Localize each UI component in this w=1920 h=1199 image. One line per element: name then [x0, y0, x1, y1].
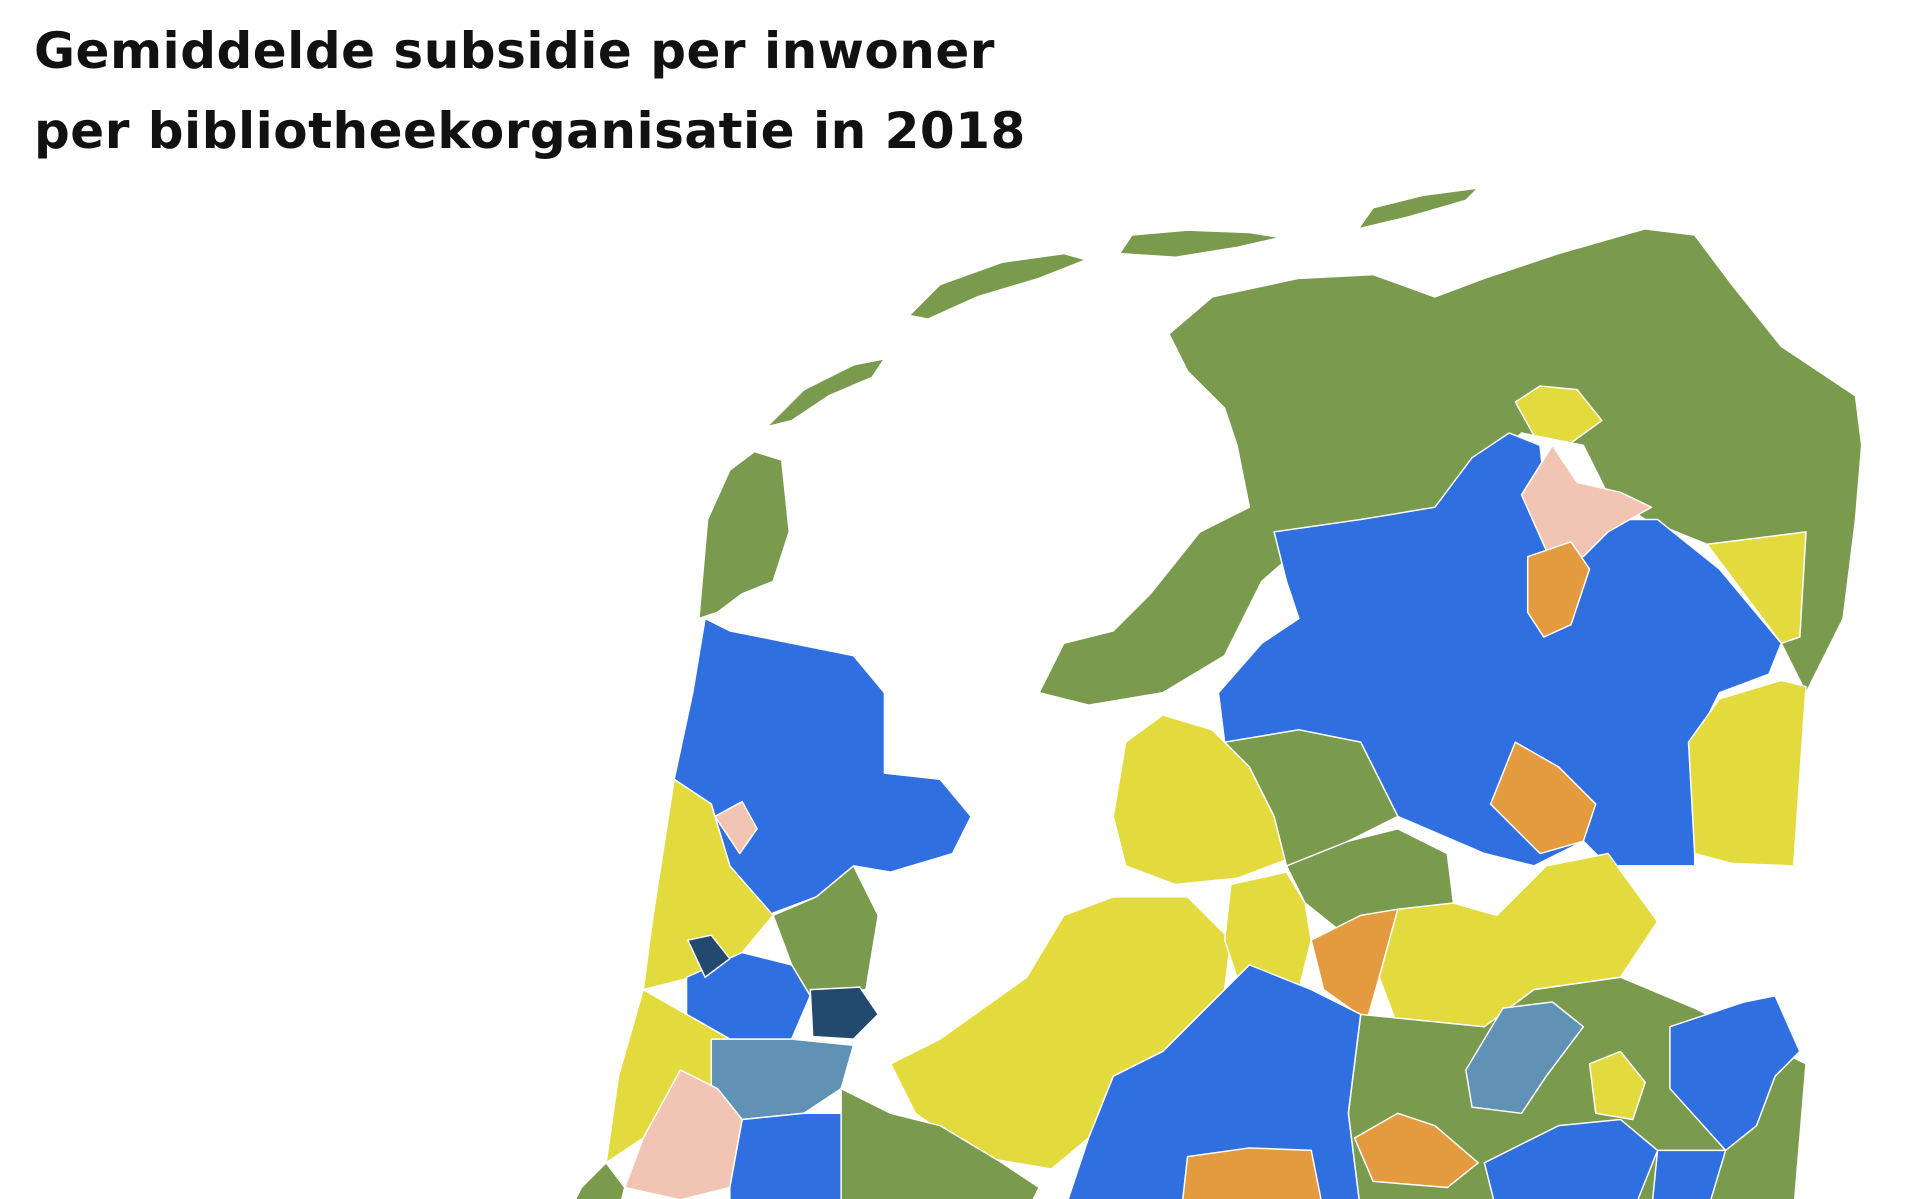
region: [1489, 741, 1597, 855]
island: [908, 252, 1087, 320]
region: [714, 800, 758, 855]
region: [1526, 541, 1591, 638]
title-line: per bibliotheekorganisatie in 2018: [34, 102, 1026, 160]
region: [1514, 385, 1603, 444]
region: [1669, 995, 1801, 1152]
island: [766, 357, 886, 428]
island: [1357, 187, 1479, 230]
title-line: Gemiddelde subsidie per inwoner: [34, 22, 995, 80]
region: [1687, 679, 1807, 867]
region: [1182, 1147, 1322, 1199]
region: [687, 934, 731, 978]
region: [809, 986, 880, 1040]
region: [1353, 1112, 1479, 1189]
region: [1588, 1050, 1646, 1121]
region: [574, 1162, 626, 1199]
island: [698, 450, 790, 620]
region: [840, 1087, 1040, 1199]
region: [1651, 1149, 1727, 1199]
region: [1223, 871, 1312, 991]
region: [1465, 1001, 1585, 1115]
region: [1706, 531, 1807, 644]
island: [1118, 229, 1282, 259]
region: [1067, 964, 1362, 1199]
